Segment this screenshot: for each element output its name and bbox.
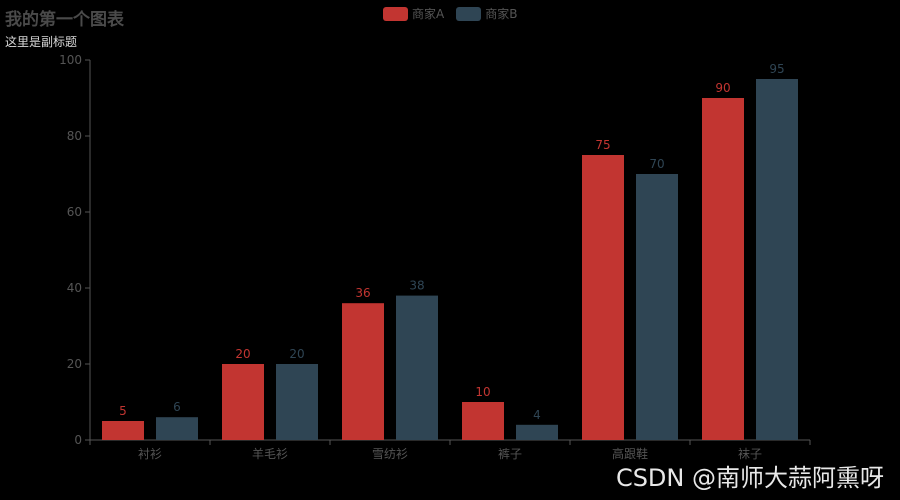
bar-series-a	[702, 98, 744, 440]
legend-swatch-series-b	[456, 6, 482, 21]
x-tick-label: 衬衫	[138, 447, 162, 461]
chart-title: 我的第一个图表	[5, 10, 124, 30]
bar-series-b	[756, 79, 798, 440]
data-label: 75	[595, 138, 610, 152]
y-tick-label: 20	[67, 357, 82, 371]
legend-item-series-a[interactable]: 商家A	[383, 5, 444, 22]
data-label: 38	[409, 279, 424, 293]
x-tick-label: 雪纺衫	[372, 447, 408, 461]
y-tick-label: 40	[67, 281, 82, 295]
bar-series-b	[636, 174, 678, 440]
legend-item-series-b[interactable]: 商家B	[456, 5, 517, 22]
bar-series-a	[582, 155, 624, 440]
bar-series-b	[156, 417, 198, 440]
x-tick-label: 袜子	[738, 447, 762, 461]
chart-legend: 商家A 商家B	[383, 5, 523, 22]
y-tick-label: 80	[67, 129, 82, 143]
data-label: 4	[533, 408, 541, 422]
data-label: 6	[173, 400, 181, 414]
bar-series-a	[342, 303, 384, 440]
data-label: 10	[475, 385, 490, 399]
chart-subtitle: 这里是副标题	[5, 35, 78, 49]
x-tick-label: 裤子	[498, 447, 522, 461]
bar-series-b	[276, 364, 318, 440]
data-label: 90	[715, 81, 730, 95]
bar-series-b	[516, 424, 558, 440]
x-tick-label: 高跟鞋	[612, 446, 648, 461]
data-label: 20	[289, 347, 304, 361]
y-tick-label: 0	[74, 433, 82, 447]
y-tick-label: 60	[67, 205, 82, 219]
bar-series-a	[222, 364, 264, 440]
legend-swatch-series-a	[383, 6, 408, 21]
x-tick-label: 羊毛衫	[252, 446, 288, 461]
y-tick-label: 100	[59, 53, 82, 67]
watermark: CSDN @南师大蒜阿熏呀	[615, 464, 884, 492]
data-label: 5	[119, 404, 127, 418]
bar-series-a	[462, 402, 504, 440]
data-label: 20	[235, 347, 250, 361]
bar-series-b	[396, 295, 438, 440]
data-label: 70	[649, 157, 664, 171]
legend-label-series-a: 商家A	[412, 7, 445, 21]
data-label: 95	[769, 62, 784, 76]
data-label: 36	[355, 286, 370, 300]
legend-label-series-b: 商家B	[485, 7, 518, 21]
bar-series-a	[102, 421, 144, 440]
